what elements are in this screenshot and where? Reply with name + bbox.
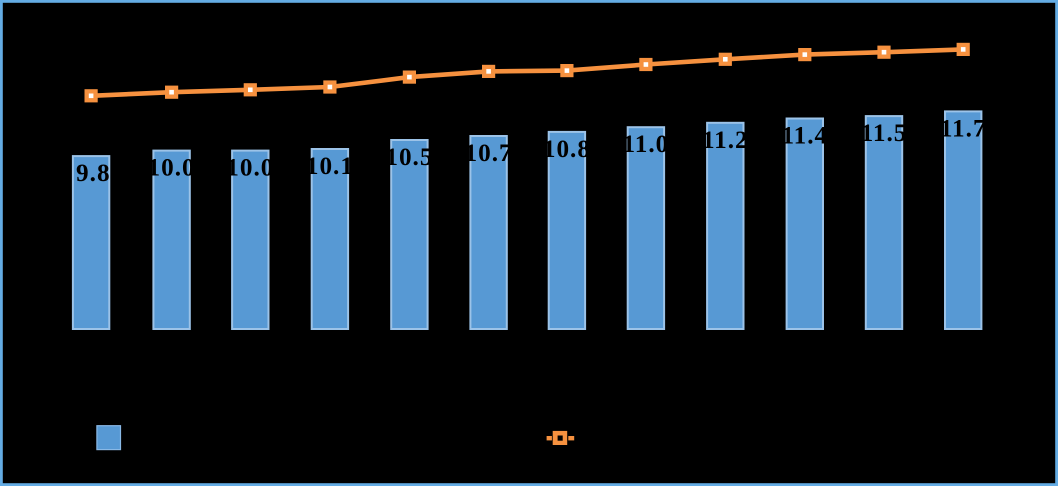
svg-text:11.4: 11.4 xyxy=(781,123,828,150)
svg-text:10.5: 10.5 xyxy=(385,144,433,171)
svg-text:11.5: 11.5 xyxy=(861,120,908,147)
svg-text:10.7: 10.7 xyxy=(465,140,513,167)
svg-text:10.0: 10.0 xyxy=(148,155,196,182)
svg-text:10.1: 10.1 xyxy=(306,153,354,180)
svg-text:11.0: 11.0 xyxy=(623,131,670,158)
svg-text:9.8: 9.8 xyxy=(76,160,110,187)
svg-text:10.8: 10.8 xyxy=(543,136,591,163)
svg-text:10.0: 10.0 xyxy=(226,155,274,182)
svg-text:11.2: 11.2 xyxy=(702,127,749,154)
svg-text:11.7: 11.7 xyxy=(940,115,987,142)
